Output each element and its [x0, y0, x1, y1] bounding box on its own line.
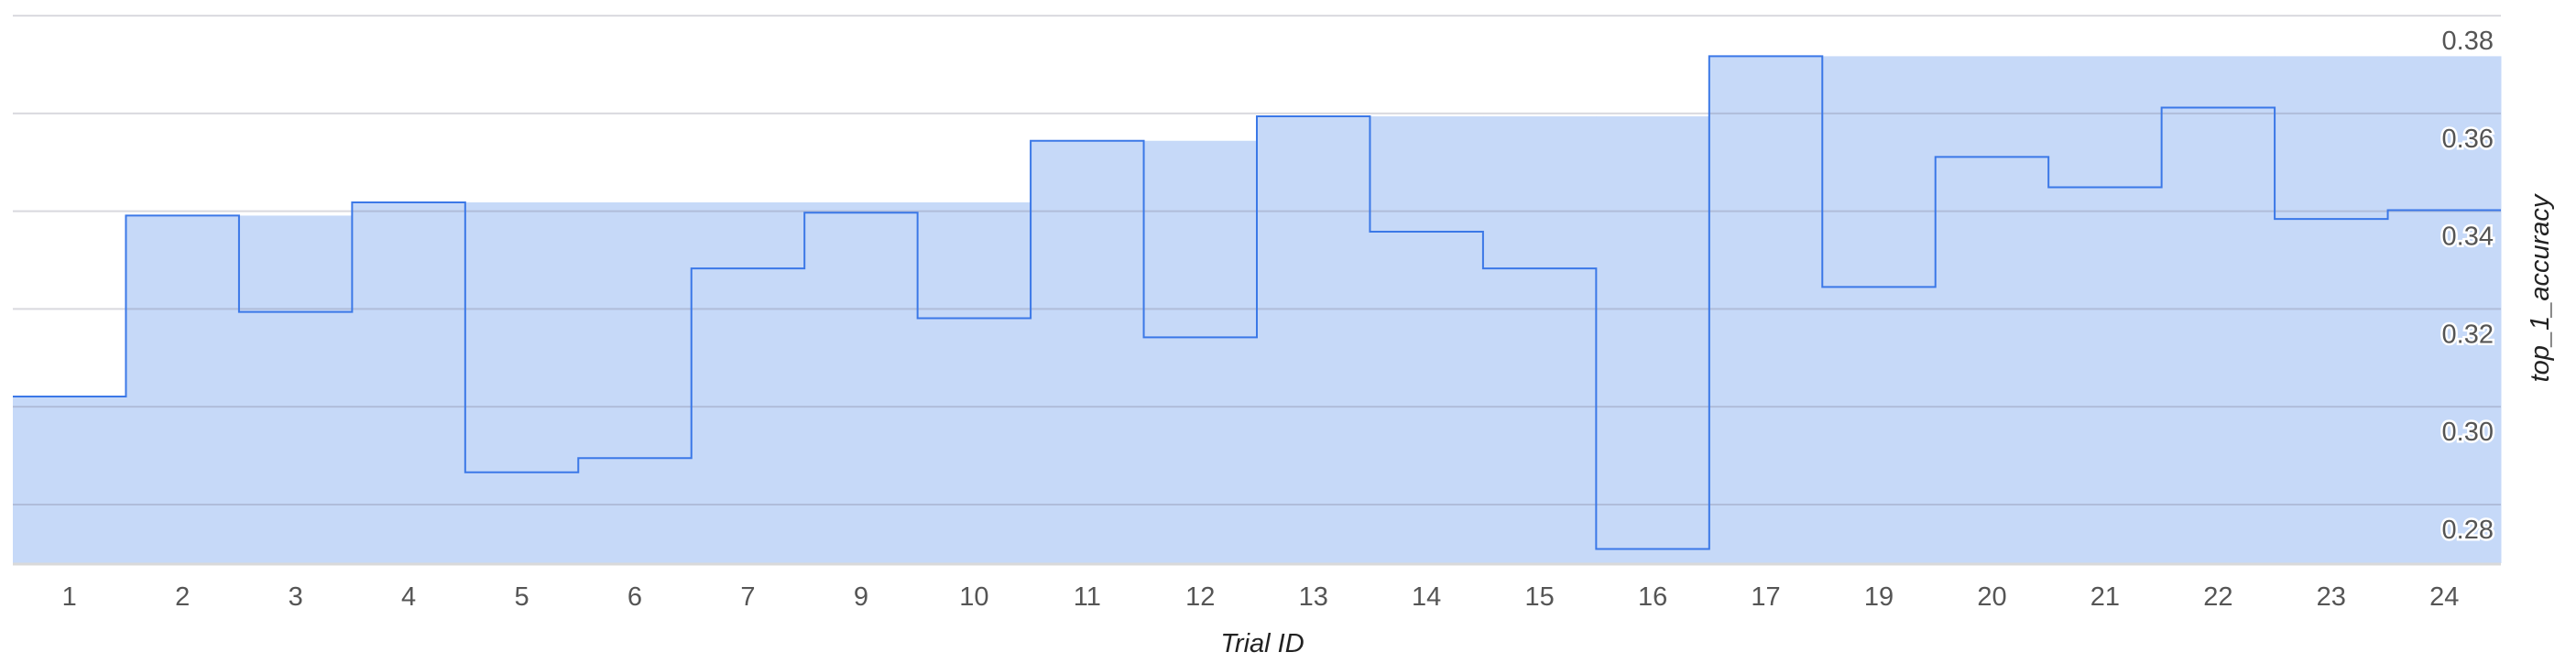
x-tick-label: 19 [1864, 582, 1894, 612]
y-tick-label: 0.38 [2442, 27, 2494, 56]
series-step-line [13, 55, 2501, 550]
x-axis-title: Trial ID [1220, 629, 1304, 658]
best-so-far-segment [1031, 140, 1145, 563]
x-tick-label: 10 [959, 582, 988, 612]
x-tick-label: 5 [514, 582, 529, 612]
x-tick-label: 7 [740, 582, 755, 612]
best-so-far-segment [1143, 140, 1258, 563]
best-so-far-segment [1257, 116, 1370, 564]
best-so-far-segment [1935, 56, 2049, 563]
best-so-far-segment [352, 202, 466, 563]
best-so-far-segment [238, 215, 353, 563]
x-tick-label: 9 [854, 582, 868, 612]
x-tick-label: 17 [1751, 582, 1780, 612]
x-tick-label: 3 [289, 582, 303, 612]
best-so-far-segment [2048, 56, 2163, 563]
x-tick-label: 16 [1638, 582, 1667, 612]
x-tick-label: 13 [1299, 582, 1328, 612]
best-so-far-segment [2161, 56, 2276, 563]
best-so-far-area [13, 56, 2502, 564]
gridlines [13, 15, 2501, 505]
x-tick-label: 14 [1412, 582, 1441, 612]
y-tick-label: 0.36 [2442, 125, 2494, 154]
x-tick-label: 20 [1977, 582, 2006, 612]
x-tick-label: 21 [2090, 582, 2120, 612]
x-tick-labels: 1 2 3 4 5 6 7 9 10 11 12 13 14 15 16 17 19 20 21 22 23 24 [62, 582, 2460, 612]
y-tick-label: 0.34 [2442, 223, 2494, 252]
best-so-far-segment [2275, 56, 2389, 563]
best-so-far-segment [13, 396, 126, 563]
x-tick-label: 11 [1074, 582, 1101, 612]
best-so-far-segment [1822, 56, 1937, 563]
best-so-far-segment [1596, 116, 1710, 564]
x-tick-label: 22 [2203, 582, 2232, 612]
best-so-far-segment [126, 215, 240, 563]
x-tick-label: 23 [2317, 582, 2346, 612]
x-tick-label: 6 [628, 582, 642, 612]
x-tick-label: 12 [1185, 582, 1215, 612]
x-tick-label: 4 [401, 582, 416, 612]
x-tick-label: 2 [175, 582, 190, 612]
x-tick-label: 1 [62, 582, 77, 612]
y-tick-labels: 0.28 0.30 0.32 0.34 0.36 0.38 [2440, 25, 2495, 548]
y-axis-title: top_1_accuracy [2526, 193, 2555, 382]
best-so-far-segment [804, 202, 919, 563]
y-tick-label: 0.28 [2442, 516, 2494, 545]
best-so-far-segment [691, 202, 805, 563]
y-tick-label: 0.30 [2442, 418, 2494, 447]
x-tick-label: 15 [1525, 582, 1555, 612]
x-tick-label: 24 [2429, 582, 2459, 612]
best-so-far-segment [578, 202, 693, 563]
best-so-far-segment [1482, 116, 1597, 564]
best-so-far-segment [917, 202, 1031, 563]
best-so-far-segment [464, 202, 579, 563]
best-so-far-segment [2387, 56, 2502, 563]
y-tick-label: 0.32 [2442, 320, 2494, 349]
best-so-far-segment [1370, 116, 1484, 564]
best-so-far-segment [1708, 56, 1823, 563]
